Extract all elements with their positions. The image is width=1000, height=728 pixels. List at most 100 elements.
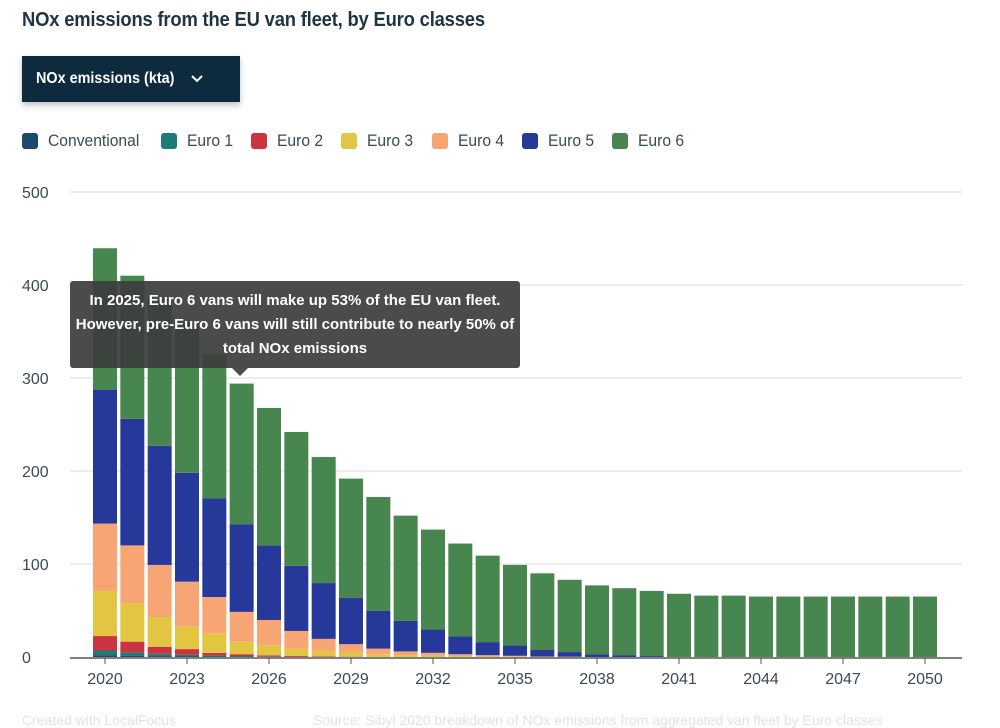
bar-segment-euro-5 bbox=[421, 629, 445, 653]
bar-segment-euro-6 bbox=[475, 555, 500, 643]
bar-segment-euro-4 bbox=[311, 638, 336, 651]
bar-segment-euro-5 bbox=[639, 656, 664, 657]
x-tick-label: 2026 bbox=[251, 671, 287, 688]
bar-segment-euro-1 bbox=[120, 652, 145, 656]
bar-segment-euro-1 bbox=[202, 655, 227, 657]
annotation-tooltip: In 2025, Euro 6 vans will make up 53% of… bbox=[70, 281, 520, 376]
bar-segment-euro-6 bbox=[530, 573, 555, 651]
bar-segment-euro-3 bbox=[120, 603, 145, 642]
bar-segment-euro-4 bbox=[503, 655, 527, 657]
x-tick-label: 2041 bbox=[661, 671, 697, 688]
chevron-down-icon bbox=[190, 71, 204, 87]
bar-segment-euro-4 bbox=[366, 648, 391, 655]
y-tick-label: 0 bbox=[22, 650, 31, 667]
bar-segment-euro-6 bbox=[557, 579, 582, 653]
legend-swatch bbox=[431, 133, 448, 149]
chart-legend: Conventional Euro 1 Euro 2 Euro 3 Euro 4 Euro… bbox=[22, 131, 702, 151]
bar-segment-euro-4 bbox=[257, 619, 281, 646]
bar-segment-euro-3 bbox=[393, 655, 418, 657]
x-tick-label: 2032 bbox=[415, 671, 451, 688]
bar-segment-euro-5 bbox=[475, 642, 500, 656]
footer-credit[interactable]: Created with LocalFocus bbox=[22, 712, 177, 728]
bar-segment-euro-6 bbox=[339, 478, 363, 598]
bar-segment-euro-6 bbox=[585, 585, 609, 655]
bar-segment-euro-5 bbox=[448, 636, 473, 655]
bar-segment-euro-2 bbox=[257, 655, 281, 657]
legend-label: Euro 1 bbox=[187, 131, 234, 150]
bar-segment-euro-5 bbox=[257, 545, 281, 620]
bar-segment-euro-5 bbox=[366, 610, 391, 649]
legend-item[interactable]: Euro 5 bbox=[521, 131, 598, 151]
legend-item[interactable]: Conventional bbox=[22, 131, 147, 151]
bar-segment-euro-4 bbox=[93, 523, 117, 591]
bar-segment-euro-3 bbox=[366, 654, 391, 657]
bar-segment-euro-3 bbox=[421, 655, 445, 657]
bar-segment-euro-3 bbox=[202, 633, 227, 653]
bar-segment-euro-2 bbox=[202, 652, 227, 656]
tooltip-arrow bbox=[232, 368, 248, 376]
bar-segment-conventional bbox=[120, 655, 145, 657]
dropdown-selected-value: NOx emissions (kta) bbox=[36, 70, 175, 87]
bar-segment-euro-4 bbox=[229, 611, 254, 642]
legend-swatch bbox=[22, 133, 38, 149]
x-tick-label: 2023 bbox=[169, 671, 205, 688]
bar-segment-euro-3 bbox=[284, 648, 309, 657]
legend-label: Euro 3 bbox=[367, 131, 414, 150]
bar-segment-euro-6 bbox=[229, 383, 254, 525]
bar-segment-euro-6 bbox=[311, 457, 336, 584]
bar-segment-euro-3 bbox=[93, 590, 117, 637]
bar-segment-euro-6 bbox=[749, 596, 773, 657]
page-title: NOx emissions from the EU van fleet, by … bbox=[22, 9, 485, 31]
annotation-line: In 2025, Euro 6 vans will make up 53% of… bbox=[89, 291, 501, 309]
bar-segment-euro-6 bbox=[694, 595, 719, 657]
bar-segment-euro-5 bbox=[147, 445, 172, 565]
bar-segment-euro-6 bbox=[885, 596, 910, 657]
x-tick-label: 2050 bbox=[907, 671, 943, 688]
bar-segment-euro-5 bbox=[530, 650, 555, 657]
bar-segment-euro-6 bbox=[721, 595, 746, 657]
bar-segment-euro-5 bbox=[393, 620, 418, 652]
bar-segment-euro-4 bbox=[421, 652, 445, 656]
bar-segment-conventional bbox=[93, 655, 117, 657]
x-tick-label: 2020 bbox=[87, 671, 123, 688]
x-tick-label: 2038 bbox=[579, 671, 615, 688]
bar-segment-euro-2 bbox=[147, 646, 172, 654]
legend-swatch bbox=[521, 133, 538, 149]
bar-segment-euro-4 bbox=[339, 644, 363, 653]
bar-segment-euro-3 bbox=[257, 645, 281, 656]
bar-segment-euro-6 bbox=[776, 596, 801, 657]
bar-segment-euro-6 bbox=[366, 497, 391, 611]
legend-item[interactable]: Euro 2 bbox=[251, 131, 327, 151]
legend-item[interactable]: Euro 1 bbox=[161, 131, 237, 151]
x-tick-label: 2044 bbox=[743, 671, 779, 688]
bar-segment-euro-6 bbox=[257, 407, 281, 546]
bar-segment-euro-6 bbox=[612, 588, 637, 656]
bar-segment-euro-6 bbox=[639, 590, 664, 657]
x-tick-label: 2029 bbox=[333, 671, 369, 688]
legend-item[interactable]: Euro 4 bbox=[431, 131, 508, 151]
footer-source: Source: Sibyl 2020 breakdown of NOx emis… bbox=[313, 712, 883, 728]
legend-label: Euro 6 bbox=[637, 131, 684, 150]
bar-segment-euro-4 bbox=[175, 581, 199, 627]
bar-segment-euro-2 bbox=[284, 656, 309, 657]
legend-swatch bbox=[341, 133, 358, 149]
legend-label: Euro 5 bbox=[547, 131, 594, 150]
bar-segment-euro-5 bbox=[229, 524, 254, 612]
bar-segment-euro-2 bbox=[120, 641, 145, 653]
bar-segment-euro-3 bbox=[448, 656, 473, 657]
y-tick-label: 500 bbox=[22, 185, 49, 202]
bar-segment-euro-6 bbox=[202, 354, 227, 499]
legend-swatch bbox=[611, 133, 628, 149]
bar-segment-euro-6 bbox=[831, 596, 855, 657]
bar-segment-euro-6 bbox=[667, 593, 691, 657]
bar-segment-euro-1 bbox=[147, 653, 172, 657]
bar-segment-euro-6 bbox=[858, 596, 883, 657]
bar-segment-euro-4 bbox=[284, 630, 309, 649]
legend-item[interactable]: Euro 3 bbox=[341, 131, 417, 151]
bar-segment-euro-5 bbox=[557, 652, 582, 657]
bar-segment-euro-4 bbox=[475, 655, 500, 657]
bar-segment-euro-5 bbox=[585, 654, 609, 657]
legend-item[interactable]: Euro 6 bbox=[611, 131, 688, 151]
bar-segment-euro-3 bbox=[147, 617, 172, 647]
metric-dropdown[interactable]: NOx emissions (kta) bbox=[22, 56, 240, 102]
